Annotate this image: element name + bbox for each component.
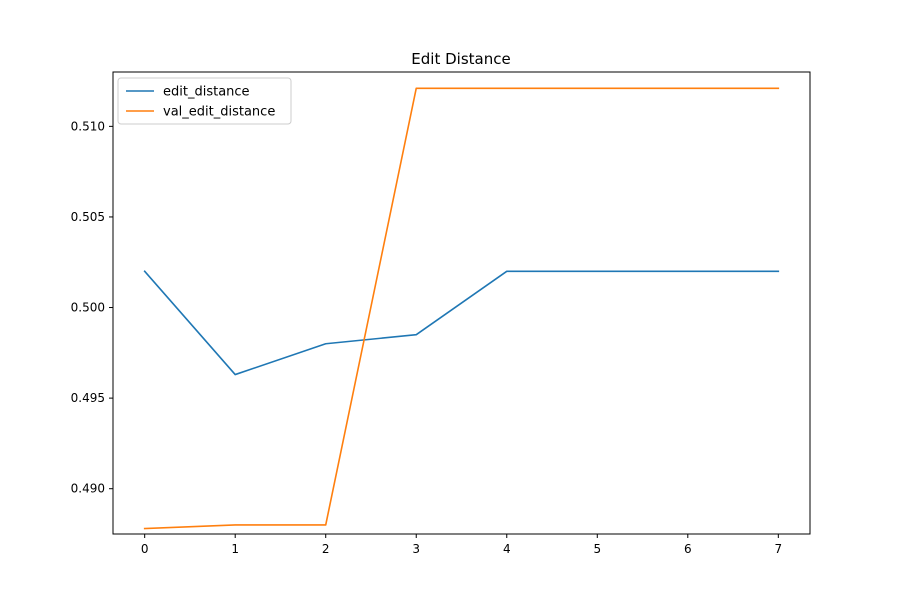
y-tick-label: 0.505 xyxy=(71,210,105,224)
y-tick-label: 0.490 xyxy=(71,482,105,496)
y-axis: 0.490 0.495 0.500 0.505 0.510 xyxy=(71,119,113,496)
legend-box xyxy=(117,77,292,125)
x-tick-label: 0 xyxy=(141,542,149,556)
x-tick-label: 7 xyxy=(774,542,782,556)
x-tick-label: 1 xyxy=(231,542,239,556)
x-tick-label: 5 xyxy=(593,542,601,556)
x-tick-label: 3 xyxy=(412,542,420,556)
chart-title: Edit Distance xyxy=(411,50,510,68)
x-tick-label: 4 xyxy=(503,542,511,556)
x-axis: 0 1 2 3 4 5 6 7 xyxy=(141,534,782,556)
plot-area-frame xyxy=(112,71,811,535)
series-line-val-edit-distance xyxy=(143,87,780,530)
legend: edit_distance val_edit_distance xyxy=(117,77,292,125)
series-lines xyxy=(143,87,780,530)
y-tick-label: 0.510 xyxy=(71,119,105,133)
y-tick-label: 0.495 xyxy=(71,391,105,405)
legend-label-edit-distance: edit_distance xyxy=(163,85,250,100)
y-tick-label: 0.500 xyxy=(71,301,105,315)
series-line-edit-distance xyxy=(143,270,780,376)
x-tick-label: 6 xyxy=(684,542,692,556)
x-tick-label: 2 xyxy=(322,542,330,556)
legend-label-val-edit-distance: val_edit_distance xyxy=(163,105,275,120)
